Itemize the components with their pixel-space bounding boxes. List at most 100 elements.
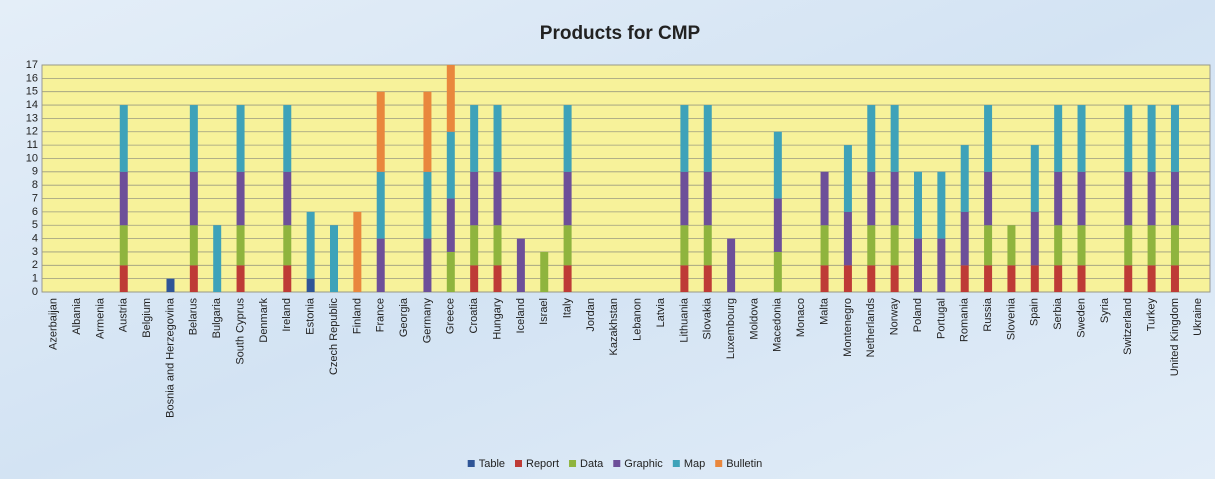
bar-segment [1170, 171, 1179, 226]
bar-segment [563, 171, 572, 226]
bar-segment [1124, 225, 1133, 266]
bar-segment [189, 105, 198, 172]
bar-segment [984, 225, 993, 266]
bar-segment [306, 278, 315, 292]
bar-segment [376, 91, 385, 172]
x-tick-label: Azerbaijan [48, 298, 60, 350]
bar-segment [540, 251, 549, 292]
bar-segment [1030, 211, 1039, 266]
x-tick-label: Bosnia and Herzegovina [164, 297, 176, 418]
bar-segment [867, 265, 876, 292]
bar-segment [773, 251, 782, 292]
bar-segment [423, 238, 432, 292]
y-tick-label: 8 [32, 179, 38, 191]
bar-segment [236, 265, 245, 292]
x-tick-label: Bulgaria [211, 297, 223, 338]
y-tick-label: 11 [27, 139, 38, 151]
bar-segment [423, 91, 432, 172]
x-tick-label: Estonia [305, 297, 317, 335]
bar-segment [376, 171, 385, 239]
x-tick-label: Belgium [141, 298, 153, 338]
x-tick-label: Croatia [468, 297, 480, 333]
y-tick-label: 16 [26, 72, 38, 84]
y-tick-label: 3 [32, 246, 38, 258]
bar-segment [843, 211, 852, 266]
x-tick-label: Romania [959, 297, 971, 342]
bar-segment [937, 171, 946, 239]
bar-segment [446, 198, 455, 252]
y-tick-label: 17 [26, 59, 38, 71]
bar-segment [1147, 105, 1156, 172]
x-tick-label: Israel [538, 298, 550, 325]
x-tick-label: Lebanon [632, 298, 644, 341]
bar-segment [820, 265, 829, 292]
bar-segment [166, 278, 175, 292]
bar-segment [914, 238, 922, 292]
x-tick-label: Switzerland [1122, 298, 1134, 355]
x-tick-label: Russia [982, 297, 994, 332]
legend-label: Bulletin [726, 458, 762, 470]
bar-segment [376, 238, 385, 292]
bar-segment [283, 265, 292, 292]
x-tick-label: Turkey [1146, 298, 1158, 332]
x-tick-label: Latvia [655, 297, 667, 327]
bar-segment [1077, 225, 1086, 266]
bar-segment [1054, 105, 1063, 172]
x-tick-label: Denmark [258, 298, 270, 343]
bar-segment [773, 131, 782, 199]
x-tick-label: South Cyprus [234, 298, 246, 365]
x-tick-label: Moldova [748, 297, 760, 339]
bar-segment [516, 238, 525, 292]
bar-segment [1077, 265, 1086, 292]
bar-segment [1170, 225, 1179, 266]
bar-segment [119, 225, 128, 266]
bar-segment [563, 105, 572, 172]
bar-segment [236, 105, 245, 172]
x-tick-label: Ireland [281, 298, 293, 332]
y-tick-label: 7 [32, 192, 38, 204]
x-tick-label: Armenia [94, 297, 106, 339]
x-tick-label: Czech Republic [328, 298, 340, 376]
legend-label: Map [684, 458, 705, 470]
bar-segment [890, 171, 899, 226]
legend-swatch [569, 460, 577, 467]
x-tick-label: Spain [1029, 298, 1041, 326]
x-tick-label: Syria [1099, 297, 1111, 323]
bar-segment [960, 145, 969, 212]
bar-segment [890, 265, 899, 292]
x-tick-label: Iceland [515, 298, 527, 333]
y-tick-label: 6 [32, 206, 38, 218]
bar-segment [446, 131, 455, 199]
x-tick-label: Slovenia [1005, 297, 1017, 340]
bar-segment [680, 105, 689, 172]
bar-segment [353, 211, 362, 292]
x-tick-label: Kazakhstan [608, 298, 620, 355]
bar-segment [960, 265, 969, 292]
x-tick-label: Norway [889, 298, 901, 336]
x-tick-label: Luxembourg [725, 298, 737, 359]
bar-segment [330, 225, 338, 292]
bar-segment [446, 65, 455, 132]
bar-segment [703, 225, 712, 266]
bar-segment [937, 238, 946, 292]
y-tick-label: 2 [32, 259, 38, 271]
bar-segment [703, 105, 712, 172]
bar-segment [423, 171, 432, 239]
bar-segment [1077, 105, 1086, 172]
y-tick-label: 14 [26, 99, 38, 111]
x-tick-label: Malta [818, 297, 830, 325]
chart-title: Products for CMP [540, 23, 701, 44]
bar-segment [1030, 265, 1039, 292]
bar-segment [984, 265, 993, 292]
bar-segment [680, 265, 689, 292]
bar-segment [283, 225, 292, 266]
bar-segment [867, 225, 876, 266]
bar-segment [1054, 171, 1063, 226]
y-tick-label: 1 [32, 273, 38, 285]
bar-segment [1054, 265, 1063, 292]
x-tick-label: Macedonia [772, 297, 784, 352]
bar-segment [1077, 171, 1086, 226]
x-tick-label: Georgia [398, 297, 410, 337]
bar-segment [1030, 145, 1039, 212]
